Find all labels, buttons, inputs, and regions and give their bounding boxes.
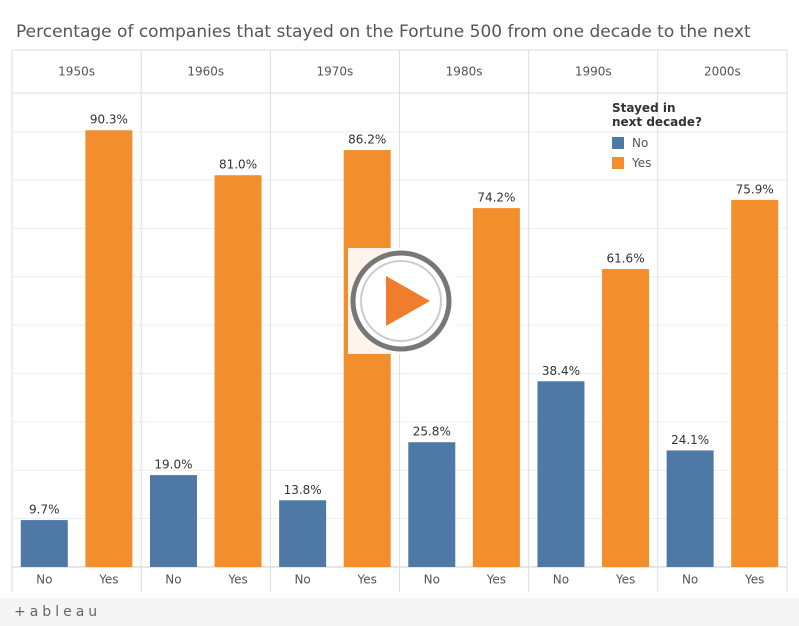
x-tick-label: No: [553, 573, 569, 587]
bar: [279, 500, 327, 567]
bar: [537, 381, 585, 567]
x-tick-label: No: [36, 573, 52, 587]
bar: [343, 150, 391, 567]
bar: [85, 130, 133, 567]
legend-item[interactable]: No: [612, 133, 702, 153]
legend: Stayed in next decade? No Yes: [612, 101, 702, 173]
facet-label: 1980s: [446, 65, 483, 79]
facet-label: 2000s: [704, 65, 741, 79]
legend-label: Yes: [632, 156, 652, 170]
x-tick-label: Yes: [744, 573, 764, 587]
bar: [149, 475, 197, 567]
bar: [214, 175, 262, 567]
x-tick-label: Yes: [357, 573, 377, 587]
value-label: 38.4%: [542, 364, 580, 378]
x-tick-label: No: [294, 573, 310, 587]
x-tick-label: No: [682, 573, 698, 587]
x-tick-label: Yes: [615, 573, 635, 587]
bar: [666, 450, 714, 567]
bar: [20, 520, 68, 567]
value-label: 90.3%: [90, 113, 128, 127]
facet-label: 1990s: [575, 65, 612, 79]
chart: Percentage of companies that stayed on t…: [11, 22, 788, 592]
value-label: 75.9%: [736, 182, 774, 196]
x-tick-label: No: [165, 573, 181, 587]
value-label: 24.1%: [671, 433, 709, 447]
value-label: 9.7%: [29, 503, 60, 517]
x-tick-label: Yes: [486, 573, 506, 587]
value-label: 86.2%: [348, 133, 386, 147]
facet-label: 1970s: [317, 65, 354, 79]
bar: [408, 442, 456, 567]
x-tick-label: Yes: [98, 573, 118, 587]
value-label: 25.8%: [413, 425, 451, 439]
brand: +ableau: [14, 604, 102, 620]
value-label: 81.0%: [219, 158, 257, 172]
play-button[interactable]: [346, 246, 456, 356]
legend-label: No: [632, 136, 649, 150]
value-label: 19.0%: [154, 458, 192, 472]
x-tick-label: Yes: [227, 573, 247, 587]
legend-swatch: [612, 137, 624, 149]
facet-label: 1950s: [58, 65, 95, 79]
legend-title: Stayed in next decade?: [612, 101, 702, 129]
value-label: 13.8%: [284, 483, 322, 497]
legend-swatch: [612, 157, 624, 169]
value-label: 61.6%: [606, 252, 644, 266]
facet-label: 1960s: [187, 65, 224, 79]
x-tick-label: No: [424, 573, 440, 587]
bar: [472, 208, 520, 567]
chart-title: Percentage of companies that stayed on t…: [16, 22, 751, 42]
bar: [602, 269, 650, 567]
footer: +ableau: [0, 598, 799, 626]
legend-item[interactable]: Yes: [612, 153, 702, 173]
value-label: 74.2%: [477, 191, 515, 205]
bar: [731, 199, 779, 567]
